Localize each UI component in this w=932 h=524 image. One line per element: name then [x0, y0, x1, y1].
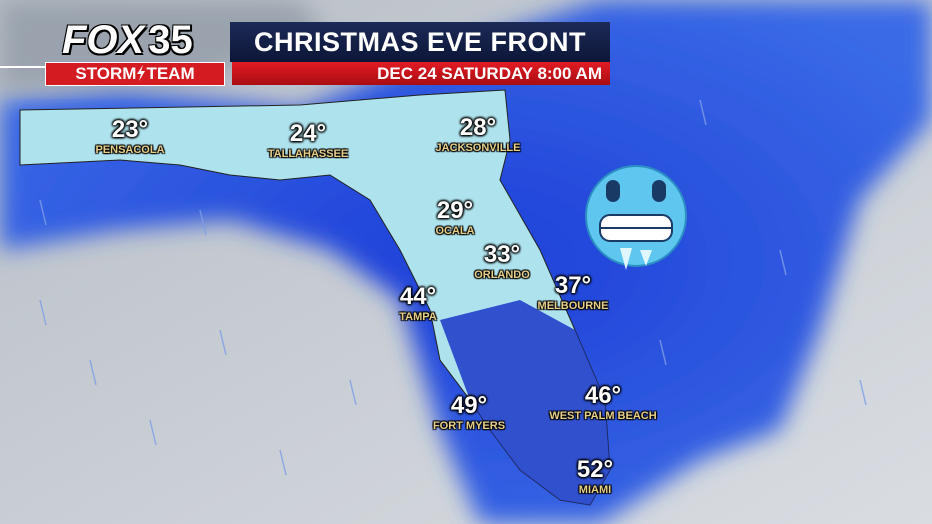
logo-rule: [0, 66, 45, 68]
city-temperature: 28°: [459, 114, 497, 141]
city-temperature: 33°: [483, 241, 521, 268]
city-temperature: 37°: [554, 272, 592, 299]
subtitle: DEC 24 SATURDAY 8:00 AM: [377, 64, 602, 83]
station-logo: FOX 35: [62, 18, 193, 62]
city-name: FORT MYERS: [432, 420, 506, 432]
city-temperature: 29°: [436, 197, 474, 224]
city-name: OCALA: [435, 225, 475, 237]
city-temperature: 46°: [584, 382, 622, 409]
city-temperature: 44°: [399, 283, 437, 310]
storm-team-badge: STORM TEAM: [45, 62, 225, 86]
team-left: STORM: [75, 64, 137, 83]
city-name: PENSACOLA: [95, 144, 165, 156]
logo-channel: 35: [148, 18, 193, 62]
title-bar: CHRISTMAS EVE FRONT: [230, 22, 610, 62]
cold-face-emoji: [585, 165, 687, 270]
wind-streaks: [39, 99, 867, 476]
city-temperature: 52°: [576, 456, 614, 483]
city-name: JACKSONVILLE: [435, 142, 521, 154]
city-name: MELBOURNE: [537, 300, 609, 312]
city-name: ORLANDO: [474, 269, 530, 281]
lightning-icon: [137, 65, 146, 81]
city-name: MIAMI: [578, 484, 612, 496]
city-temperature: 24°: [289, 120, 327, 147]
logo-brand: FOX: [62, 18, 145, 62]
team-right: TEAM: [146, 64, 195, 83]
city-temperature: 49°: [450, 392, 488, 419]
cold-air-south: [440, 300, 610, 505]
city-name: WEST PALM BEACH: [549, 410, 657, 422]
city-temperature: 23°: [111, 116, 149, 143]
city-name: TAMPA: [399, 311, 437, 323]
subtitle-bar: DEC 24 SATURDAY 8:00 AM: [232, 62, 610, 85]
city-name: TALLAHASSEE: [267, 148, 349, 160]
